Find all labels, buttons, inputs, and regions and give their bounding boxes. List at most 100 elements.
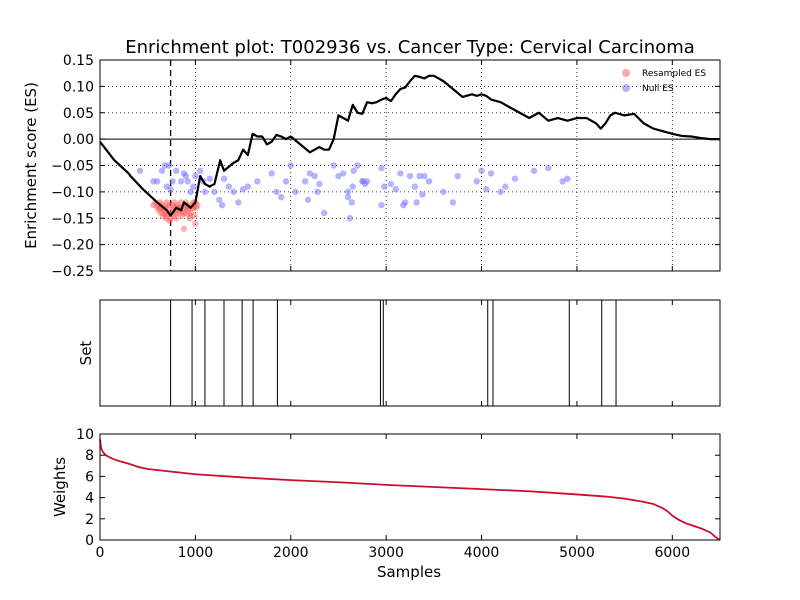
resampled-es-point [186, 212, 193, 219]
resampled-es-point [159, 212, 167, 219]
x-tick-label: 3000 [368, 545, 404, 561]
legend-resampled-label: Resampled ES [642, 69, 706, 79]
null-es-point [225, 183, 232, 190]
null-es-point [136, 167, 144, 174]
null-es-point [244, 183, 252, 190]
null-es-point [206, 175, 213, 182]
null-es-point [545, 164, 552, 172]
resampled-es-point [173, 215, 180, 222]
null-es-point [165, 162, 172, 169]
weights-line [99, 439, 721, 541]
resampled-es-point [180, 225, 188, 232]
null-es-point [502, 183, 509, 190]
null-es-point [340, 170, 347, 177]
null-es-point [230, 188, 237, 196]
resampled-es-point [192, 220, 199, 227]
null-es-point [449, 199, 457, 206]
es-y-ticks: −0.25 −0.20 −0.15 −0.10 −0.05 0.00 0.05 0.10 0.1… [51, 53, 720, 280]
null-es-point [190, 183, 197, 190]
resampled-es-point [157, 209, 165, 217]
null-es-point [454, 172, 461, 180]
x-axis-label: Samples [377, 563, 441, 581]
null-es-point [311, 172, 318, 180]
set-axes-frame [99, 299, 721, 407]
null-es-point [268, 170, 275, 177]
es-running-sum-line [99, 74, 720, 217]
null-es-point [169, 178, 176, 185]
resampled-es-point [186, 215, 193, 222]
resampled-es-point [162, 215, 170, 222]
null-es-point [216, 196, 223, 203]
null-es-point [378, 164, 385, 172]
set-x-ticks [99, 300, 673, 406]
null-es-point [413, 199, 420, 206]
legend-null-label: Null ES [642, 84, 674, 94]
null-es-point [301, 178, 309, 185]
x-tick-label: 4000 [464, 545, 500, 561]
null-es-point [254, 178, 261, 185]
resampled-es-point [155, 207, 163, 214]
resampled-es-point [191, 212, 198, 219]
null-es-point [363, 178, 371, 185]
y-tick-label: 8 [85, 448, 94, 464]
null-es-point [173, 167, 180, 174]
null-es-point [282, 178, 290, 185]
null-es-point [167, 186, 174, 193]
null-es-point [184, 178, 191, 185]
weights-y-axis-label: Weights [51, 457, 69, 517]
resampled-es-point [181, 209, 189, 217]
null-es-point [378, 201, 385, 209]
es-legend: Resampled ES Null ES [622, 69, 706, 94]
legend-null-marker [622, 84, 630, 92]
null-es-point [473, 178, 480, 185]
y-tick-label: 0.05 [63, 106, 94, 122]
null-es-point [273, 188, 280, 196]
null-es-point [220, 175, 228, 182]
y-tick-label: −0.05 [51, 159, 94, 175]
legend-resampled-marker [622, 69, 630, 77]
weights-panel: 0 2 4 6 8 10 0 1000 2000 3000 4000 5000 6000 Weight… [51, 427, 721, 561]
null-es-point [158, 167, 166, 174]
y-tick-label: 6 [85, 469, 94, 485]
set-panel: Set [77, 299, 721, 407]
null-es-point [187, 188, 194, 196]
null-es-point [304, 196, 312, 203]
es-panel: −0.25 −0.20 −0.15 −0.10 −0.05 0.00 0.05 0.10 0.1… [22, 53, 721, 280]
null-es-point [292, 188, 299, 196]
chart-title: Enrichment plot: T002936 vs. Cancer Type… [125, 37, 695, 58]
null-es-point [416, 172, 423, 180]
null-es-point [349, 183, 356, 190]
x-tick-label: 1000 [178, 545, 214, 561]
y-tick-label: 0.00 [63, 132, 94, 148]
null-es-point [320, 209, 328, 217]
null-es-point [192, 172, 199, 180]
weights-y-ticks: 0 2 4 6 8 10 [76, 427, 720, 549]
null-es-point [387, 180, 395, 188]
es-y-axis-label: Enrichment score (ES) [22, 82, 40, 249]
null-es-point [511, 175, 519, 182]
null-es-point [239, 186, 247, 193]
null-es-point [316, 180, 323, 188]
resampled-es-point [193, 204, 200, 211]
null-es-point [344, 188, 352, 196]
y-tick-label: 4 [85, 491, 94, 507]
null-es-point [314, 188, 321, 196]
y-tick-label: 0 [85, 533, 94, 549]
y-tick-label: −0.10 [51, 185, 94, 201]
null-es-point [483, 186, 490, 193]
y-tick-label: −0.20 [51, 238, 94, 254]
null-es-point [344, 193, 352, 201]
es-x-ticks [99, 60, 673, 271]
null-es-point [402, 199, 409, 206]
y-tick-label: −0.25 [51, 264, 94, 280]
null-es-point [235, 199, 242, 206]
null-es-point [397, 170, 404, 177]
null-es-point [440, 188, 447, 196]
resampled-es-point [174, 201, 181, 209]
null-es-point [425, 178, 433, 185]
null-es-point [154, 178, 161, 185]
resampled-es-point [154, 204, 161, 211]
null-es-point [497, 188, 504, 196]
x-tick-label: 6000 [654, 545, 690, 561]
